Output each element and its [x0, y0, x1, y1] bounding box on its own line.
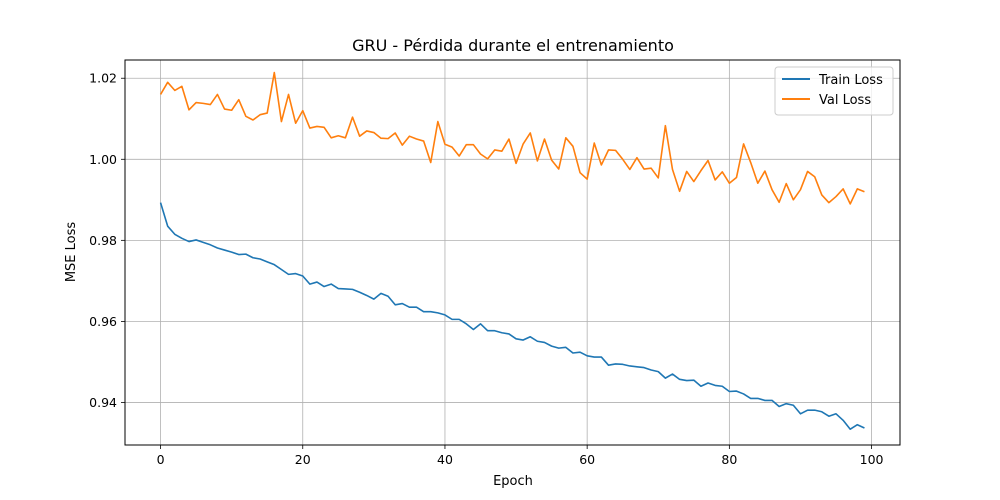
x-axis-label: Epoch: [493, 474, 533, 489]
legend: Train Loss Val Loss: [774, 66, 894, 116]
x-tick-label: 100: [860, 452, 884, 467]
x-tick-label: 60: [579, 452, 595, 467]
y-axis-label: MSE Loss: [64, 222, 79, 283]
y-tick-label: 0.96: [89, 314, 117, 329]
y-tick-label: 0.98: [89, 233, 117, 248]
legend-label-val-loss: Val Loss: [819, 93, 871, 108]
x-tick-label: 20: [295, 452, 311, 467]
y-tick-label: 1.00: [89, 152, 117, 167]
series-line-train-loss: [159, 202, 865, 430]
y-axis-ticks: 0.94 0.96 0.98 1.00 1.02: [89, 71, 125, 410]
legend-label-train-loss: Train Loss: [818, 73, 883, 88]
y-tick-label: 0.94: [89, 395, 117, 410]
x-tick-label: 80: [721, 452, 737, 467]
chart-title: GRU - Pérdida durante el entrenamiento: [352, 36, 674, 55]
x-tick-label: 0: [157, 452, 165, 467]
y-tick-label: 1.02: [89, 71, 117, 86]
plot-frame: [124, 59, 901, 446]
series-lines: [159, 71, 865, 430]
series-line-val-loss: [159, 71, 865, 205]
grid: [125, 60, 900, 445]
x-axis-ticks: 0 20 40 60 80 100: [157, 445, 884, 467]
x-tick-label: 40: [437, 452, 453, 467]
